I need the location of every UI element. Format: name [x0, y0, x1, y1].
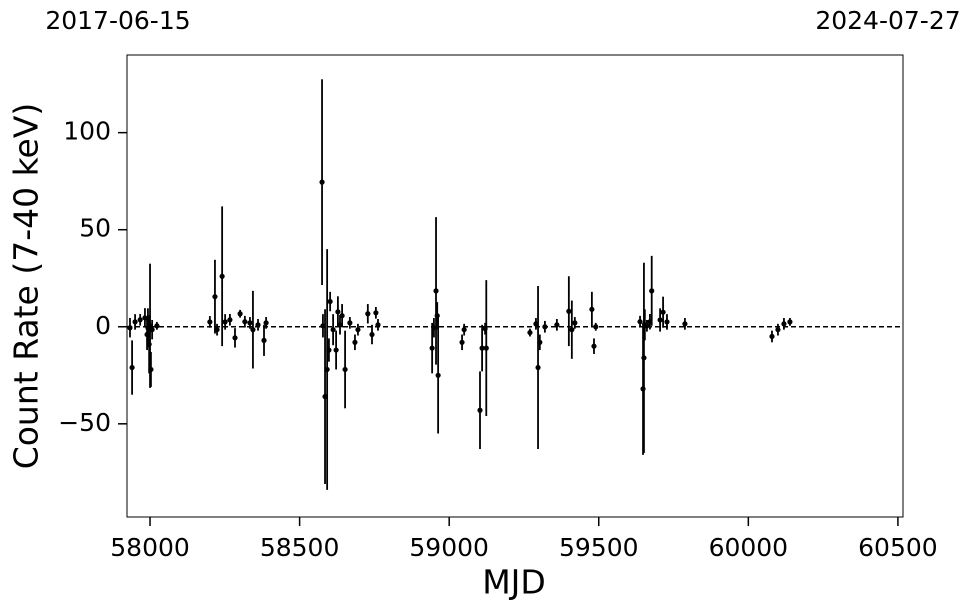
data-point — [326, 347, 332, 353]
data-point — [682, 321, 688, 327]
y-tick-label: 0 — [95, 311, 111, 340]
data-point — [342, 366, 348, 373]
data-point — [339, 313, 345, 319]
data-point — [327, 298, 333, 305]
data-point — [250, 327, 256, 333]
data-point — [461, 327, 467, 333]
data-point — [127, 325, 133, 331]
x-axis-label: MJD — [482, 563, 546, 602]
data-point — [154, 323, 160, 329]
data-point — [232, 335, 238, 341]
data-point — [333, 347, 339, 353]
data-point — [237, 311, 243, 317]
data-point — [214, 327, 220, 333]
x-tick-label: 58500 — [260, 533, 340, 562]
data-point — [591, 343, 597, 349]
data-point — [261, 337, 267, 343]
y-axis-label: Count Rate (7-40 keV) — [7, 103, 46, 470]
data-point — [137, 317, 143, 323]
data-point — [527, 329, 533, 336]
top-right-label: 2024-07-27 — [815, 6, 960, 35]
top-left-label: 2017-06-15 — [45, 6, 190, 35]
data-point — [641, 355, 647, 361]
data-point — [247, 320, 253, 326]
data-point — [435, 372, 441, 378]
data-point — [566, 308, 572, 314]
x-tick-label: 60000 — [709, 533, 789, 562]
data-point — [637, 319, 643, 325]
data-point — [352, 339, 358, 345]
data-point — [660, 309, 666, 315]
data-point — [330, 327, 336, 333]
data-point — [319, 179, 325, 185]
data-point — [365, 311, 371, 317]
data-point — [242, 319, 248, 325]
data-point — [483, 345, 489, 351]
data-point — [335, 309, 341, 315]
data-point — [459, 339, 465, 345]
data-point — [477, 407, 483, 413]
data-point — [787, 319, 793, 325]
data-point — [429, 345, 435, 351]
x-tick-label: 60500 — [858, 533, 938, 562]
data-point — [664, 319, 670, 325]
data-point — [535, 364, 541, 371]
data-point — [227, 317, 233, 323]
data-point — [433, 288, 439, 294]
data-point — [373, 310, 379, 316]
data-point — [781, 321, 787, 327]
data-point — [355, 327, 361, 333]
data-point — [219, 273, 225, 279]
data-point — [212, 294, 218, 300]
data-point — [434, 313, 440, 319]
x-tick-label: 59500 — [559, 533, 639, 562]
data-point — [347, 320, 353, 326]
x-tick-label: 58000 — [110, 533, 190, 562]
data-point — [572, 320, 578, 326]
data-point — [369, 331, 375, 338]
plot-frame — [126, 54, 904, 518]
data-point — [569, 327, 575, 333]
data-point — [649, 288, 655, 294]
data-point — [129, 364, 135, 371]
data-point — [769, 333, 775, 340]
x-tick-label: 59000 — [409, 533, 489, 562]
data-point — [148, 366, 154, 373]
data-point — [589, 306, 595, 312]
data-point — [479, 345, 485, 351]
data-point — [149, 327, 155, 333]
data-point — [263, 320, 269, 326]
data-point — [657, 317, 663, 323]
data-point — [775, 327, 781, 333]
y-tick-label: −50 — [58, 408, 111, 437]
data-point — [537, 339, 543, 345]
data-point — [222, 319, 228, 325]
data-point — [324, 366, 330, 373]
data-point — [207, 319, 213, 325]
y-tick-label: 100 — [63, 117, 111, 146]
data-point — [132, 319, 138, 325]
y-tick-label: 50 — [79, 214, 111, 243]
